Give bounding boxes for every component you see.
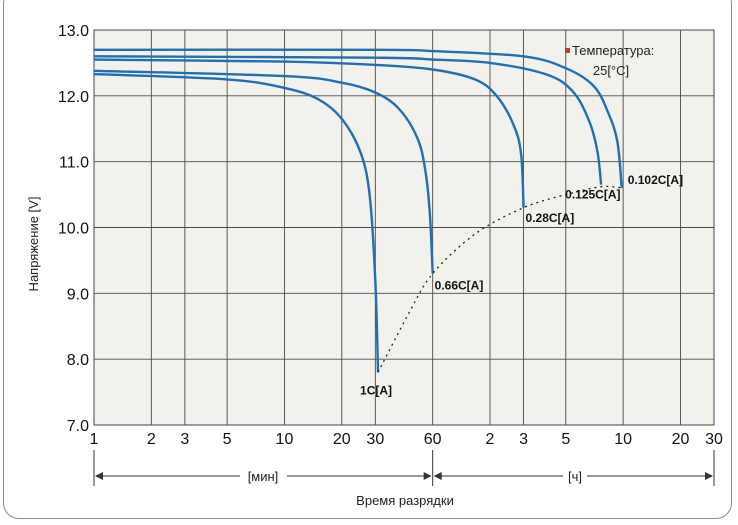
y-tick-label: 11.0	[59, 155, 89, 172]
temperature-annotation-value: 25[°C]	[593, 63, 629, 78]
bracket-arrow	[705, 472, 713, 480]
x-tick-label: 10	[614, 431, 632, 448]
series-data-label: 1C[A]	[360, 383, 392, 397]
series-line	[93, 48, 623, 189]
series-data-label: 0.66C[A]	[435, 279, 484, 293]
annotation-marker	[565, 48, 570, 53]
series-line	[93, 58, 525, 208]
y-tick-label: 13.0	[58, 23, 89, 40]
x-tick-label: 20	[672, 431, 690, 448]
y-tick-label: 8.0	[67, 352, 89, 369]
series-data-label: 0.102C[A]	[628, 173, 683, 187]
series-data-label: 0.28C[A]	[526, 211, 575, 225]
series-data-label: 0.125C[A]	[565, 188, 620, 202]
x-tick-label: 3	[519, 431, 528, 448]
x-axis-label: Время разрядки	[356, 493, 454, 508]
series-line	[93, 55, 603, 185]
bracket-arrow	[423, 472, 432, 480]
x-tick-label: 2	[147, 431, 156, 448]
x-tick-label: 60	[424, 431, 442, 448]
bracket-arrow	[433, 472, 442, 480]
y-tick-label: 10.0	[58, 221, 89, 238]
hours-unit-label: [ч]	[568, 469, 582, 484]
endpoint-dotted-curve	[377, 185, 622, 373]
x-tick-label: 2	[486, 431, 495, 448]
bracket-arrow	[95, 472, 103, 480]
x-tick-label: 5	[561, 431, 570, 448]
series-line	[93, 72, 380, 373]
minutes-unit-label: [мин]	[248, 469, 279, 484]
plot-border	[93, 29, 715, 426]
y-tick-label: 9.0	[67, 286, 89, 303]
x-tick-label: 3	[180, 431, 189, 448]
temperature-annotation-title: Температура:	[572, 43, 654, 58]
x-tick-label: 10	[276, 431, 294, 448]
x-tick-label: 20	[333, 431, 351, 448]
y-tick-label: 7.0	[67, 418, 89, 435]
x-tick-label: 30	[366, 431, 384, 448]
x-tick-label: 1	[90, 431, 99, 448]
x-tick-label: 5	[223, 431, 232, 448]
series-line	[93, 69, 434, 274]
y-tick-label: 12.0	[58, 89, 89, 106]
y-axis-label: Напряжение [V]	[26, 197, 41, 292]
x-tick-label: 30	[705, 431, 723, 448]
